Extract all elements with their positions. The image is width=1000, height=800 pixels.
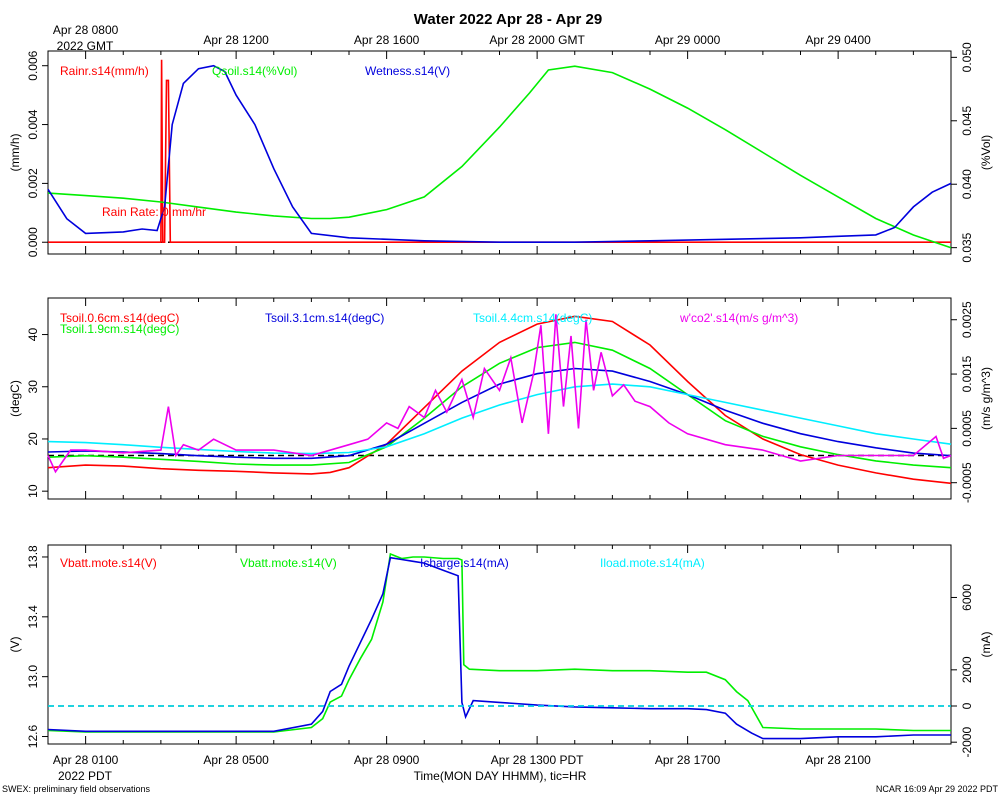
bottom-tick-label: Apr 28 0500 [203, 753, 269, 767]
y-tick-label-left: 0.002 [26, 168, 40, 198]
top-tick-label: Apr 28 0800 [53, 23, 119, 37]
y-tick-label-left: 12.6 [26, 725, 40, 749]
series-line [47, 341, 952, 469]
y-axis-label-left: (V) [8, 637, 22, 653]
y-tick-label-left: 40 [26, 328, 40, 342]
x-axis-label: Time(MON DAY HHMM), tic=HR [414, 769, 587, 783]
y-tick-label-left: 13.4 [26, 605, 40, 629]
y-tick-label-right: 0.050 [960, 42, 974, 72]
top-tick-label: Apr 28 2000 GMT [489, 33, 585, 47]
y-tick-label-left: 10 [26, 484, 40, 498]
legend-entry: Tsoil.4.4cm.s14(degC) [473, 311, 592, 325]
y-tick-label-left: 0.000 [26, 227, 40, 257]
y-tick-label-right: -2000 [960, 727, 974, 758]
legend-entry: w'co2'.s14(m/s g/m^3) [679, 311, 798, 325]
top-tick-label: Apr 29 0000 [655, 33, 721, 47]
series-line [47, 315, 952, 485]
rain-rate-annotation: Rain Rate: 0 mm/hr [102, 205, 206, 219]
legend-entry: Wetness.s14(V) [365, 64, 450, 78]
y-tick-label-right: 0.0005 [960, 410, 974, 447]
series-line [47, 383, 952, 455]
legend-entry: Tsoil.3.1cm.s14(degC) [265, 311, 384, 325]
panel-frame [47, 297, 952, 500]
y-axis-label-left: (degC) [8, 380, 22, 417]
series-line [47, 314, 952, 474]
footer-left: SWEX: preliminary field observations [2, 784, 151, 794]
y-axis-label-right: (%Vol) [979, 135, 993, 170]
legend-entry: Icharge.s14(mA) [420, 556, 509, 570]
y-tick-label-right: 6000 [960, 584, 974, 611]
top-tick-label: Apr 29 0400 [805, 33, 871, 47]
series-line [47, 556, 951, 740]
y-tick-label-left: 20 [26, 432, 40, 446]
panel-frame [47, 50, 952, 255]
legend-entry: Qsoil.s14(%Vol) [212, 64, 297, 78]
bottom-tick-label: Apr 28 0900 [354, 753, 420, 767]
series-line [47, 552, 951, 733]
y-tick-label-right: 0.045 [960, 105, 974, 135]
legend-entry: Tsoil.0.6cm.s14(degC) [60, 311, 179, 325]
y-tick-label-left: 30 [26, 380, 40, 394]
bottom-tick-label: Apr 28 0100 [53, 753, 119, 767]
y-axis-label-right: (m/s g/m^3) [979, 367, 993, 430]
y-tick-label-right: 0.0025 [960, 301, 974, 338]
y-tick-label-left: 0.006 [26, 50, 40, 80]
bottom-tick-label: Apr 28 2100 [805, 753, 871, 767]
bottom-year-label: 2022 PDT [58, 769, 113, 783]
footer-right: NCAR 16:09 Apr 29 2022 PDT [876, 784, 999, 794]
legend-entry: Tsoil.1.9cm.s14(degC) [60, 322, 179, 336]
legend-entry: Rainr.s14(mm/h) [60, 64, 149, 78]
chart-title: Water 2022 Apr 28 - Apr 29 [414, 11, 602, 28]
y-tick-label-right: 2000 [960, 656, 974, 683]
series-line [48, 59, 951, 243]
y-axis-label-left: (mm/h) [8, 134, 22, 172]
y-axis-label-right: (mA) [979, 632, 993, 658]
top-tick-label: Apr 28 1200 [203, 33, 269, 47]
y-tick-label-right: 0 [960, 702, 974, 709]
y-tick-label-right: -0.0005 [960, 462, 974, 503]
y-tick-label-right: 0.040 [960, 169, 974, 199]
legend-entry: Vbatt.mote.s14(V) [60, 556, 157, 570]
series-line [47, 65, 952, 249]
series-line [47, 367, 952, 460]
y-tick-label-right: 0.035 [960, 232, 974, 262]
top-tick-label: Apr 28 1600 [354, 33, 420, 47]
y-tick-label-left: 13.8 [26, 545, 40, 569]
y-tick-label-left: 13.0 [26, 665, 40, 689]
bottom-tick-label: Apr 28 1300 PDT [491, 753, 584, 767]
series-line [47, 64, 952, 243]
panel-frame [47, 544, 952, 745]
bottom-tick-label: Apr 28 1700 [655, 753, 721, 767]
y-tick-label-left: 0.004 [26, 109, 40, 139]
legend-entry: Iload.mote.s14(mA) [600, 556, 705, 570]
top-year-label: 2022 GMT [57, 39, 114, 53]
y-tick-label-right: 0.0015 [960, 355, 974, 392]
panels: Apr 28 0800 Apr 28 1200 Apr 28 1600 Apr 28 … [8, 23, 993, 767]
legend-entry: Vbatt.mote.s14(V) [240, 556, 337, 570]
